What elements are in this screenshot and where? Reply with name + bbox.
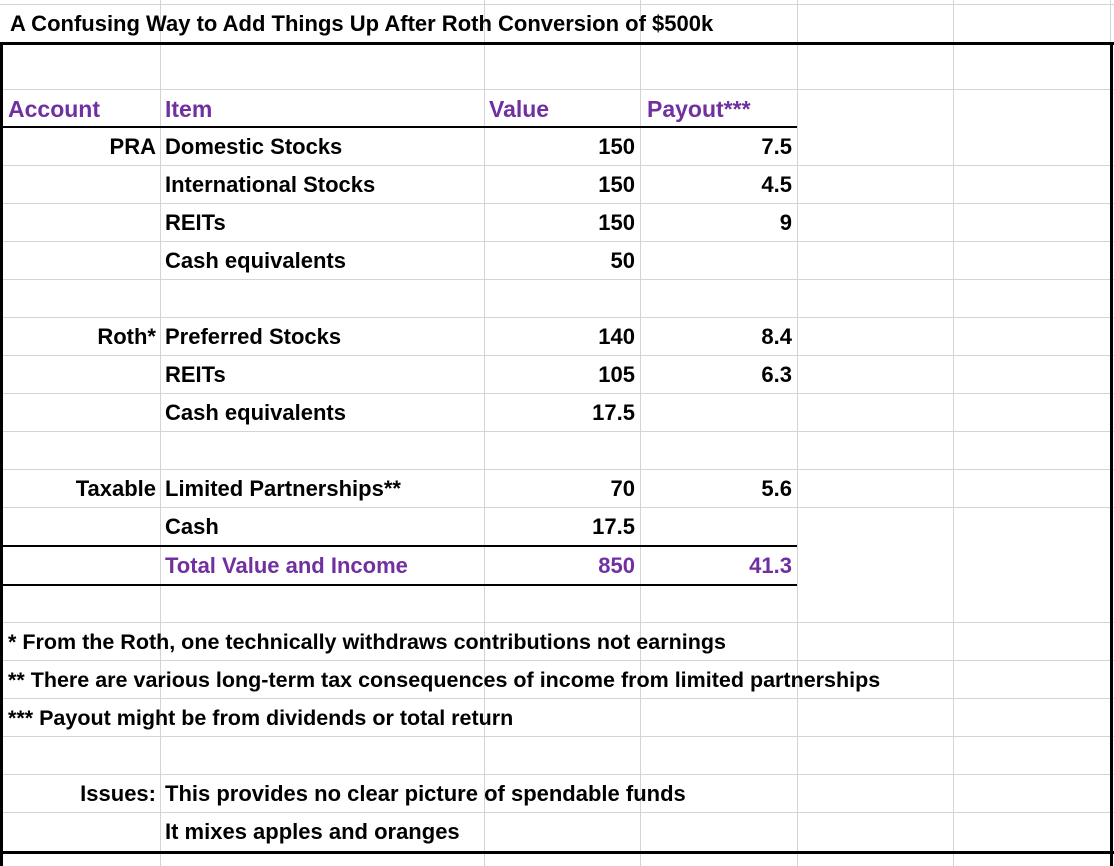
gridline-v: [640, 0, 641, 866]
gridline-h: [0, 4, 1114, 5]
cell-payout[interactable]: 5.6: [761, 476, 792, 501]
header-account[interactable]: Account: [8, 96, 100, 122]
cell-item[interactable]: Cash equivalents: [165, 400, 346, 425]
cell-item[interactable]: REITs: [165, 210, 226, 235]
cell-value[interactable]: 150: [598, 172, 635, 197]
cell-payout[interactable]: 7.5: [761, 134, 792, 159]
gridline-v: [953, 0, 954, 866]
header-underline: [0, 126, 797, 128]
cell-account[interactable]: Taxable: [75, 476, 156, 501]
outer-border-bottom: [0, 851, 1114, 854]
gridline-v: [484, 0, 485, 866]
cell-item[interactable]: Cash equivalents: [165, 248, 346, 273]
cell-item[interactable]: Cash: [165, 514, 219, 539]
cell-account[interactable]: Roth*: [97, 324, 156, 349]
total-value[interactable]: 850: [598, 553, 635, 578]
footnote[interactable]: ** There are various long-term tax conse…: [8, 668, 881, 692]
cell-value[interactable]: 150: [598, 134, 635, 159]
issue-line[interactable]: It mixes apples and oranges: [165, 819, 460, 844]
cell-payout[interactable]: 6.3: [761, 362, 792, 387]
gridline-h: [0, 279, 1114, 280]
cell-item[interactable]: REITs: [165, 362, 226, 387]
cell-value[interactable]: 50: [610, 248, 635, 273]
cell-item[interactable]: International Stocks: [165, 172, 376, 197]
cell-value[interactable]: 17.5: [592, 514, 635, 539]
gridline-v: [797, 0, 798, 866]
gridline-h: [0, 774, 1114, 775]
cell-item[interactable]: Limited Partnerships**: [165, 476, 401, 501]
gridline-h: [0, 622, 1114, 623]
cell-value[interactable]: 17.5: [592, 400, 635, 425]
total-label[interactable]: Total Value and Income: [165, 553, 408, 578]
outer-border-top: [0, 42, 1114, 45]
cell-account[interactable]: PRA: [109, 134, 156, 159]
gridline-h: [0, 241, 1114, 242]
outer-border-right: [1110, 42, 1113, 866]
cell-value[interactable]: 150: [598, 210, 635, 235]
gridline-h: [0, 507, 1114, 508]
sheet-title[interactable]: A Confusing Way to Add Things Up After R…: [10, 11, 714, 36]
cell-item[interactable]: Domestic Stocks: [165, 134, 343, 159]
cell-value[interactable]: 70: [610, 476, 635, 501]
issues-label[interactable]: Issues:: [80, 781, 156, 806]
footnote[interactable]: * From the Roth, one technically withdra…: [8, 630, 726, 654]
gridline-h: [0, 317, 1114, 318]
header-item[interactable]: Item: [165, 96, 213, 122]
cell-payout[interactable]: 4.5: [761, 172, 792, 197]
header-payout[interactable]: Payout***: [647, 96, 751, 122]
total-bottom-border: [0, 584, 797, 586]
gridline-h: [0, 355, 1114, 356]
gridline-h: [0, 469, 1114, 470]
cell-value[interactable]: 140: [598, 324, 635, 349]
cell-payout[interactable]: 9: [779, 210, 792, 235]
cell-payout[interactable]: 8.4: [761, 324, 792, 349]
header-value[interactable]: Value: [489, 96, 550, 122]
total-payout[interactable]: 41.3: [749, 553, 792, 578]
gridline-h: [0, 736, 1114, 737]
issue-line[interactable]: This provides no clear picture of spenda…: [165, 781, 686, 806]
gridline-h: [0, 812, 1114, 813]
gridline-h: [0, 431, 1114, 432]
footnote[interactable]: *** Payout might be from dividends or to…: [8, 706, 514, 730]
gridline-h: [0, 393, 1114, 394]
gridline-h: [0, 203, 1114, 204]
gridline-h: [0, 660, 1114, 661]
gridline-h: [0, 89, 1114, 90]
outer-border-left: [0, 42, 3, 866]
cell-value[interactable]: 105: [598, 362, 635, 387]
gridline-h: [0, 165, 1114, 166]
cell-item[interactable]: Preferred Stocks: [165, 324, 342, 349]
total-top-border: [0, 545, 797, 547]
gridline-v: [160, 0, 161, 866]
gridline-h: [0, 698, 1114, 699]
